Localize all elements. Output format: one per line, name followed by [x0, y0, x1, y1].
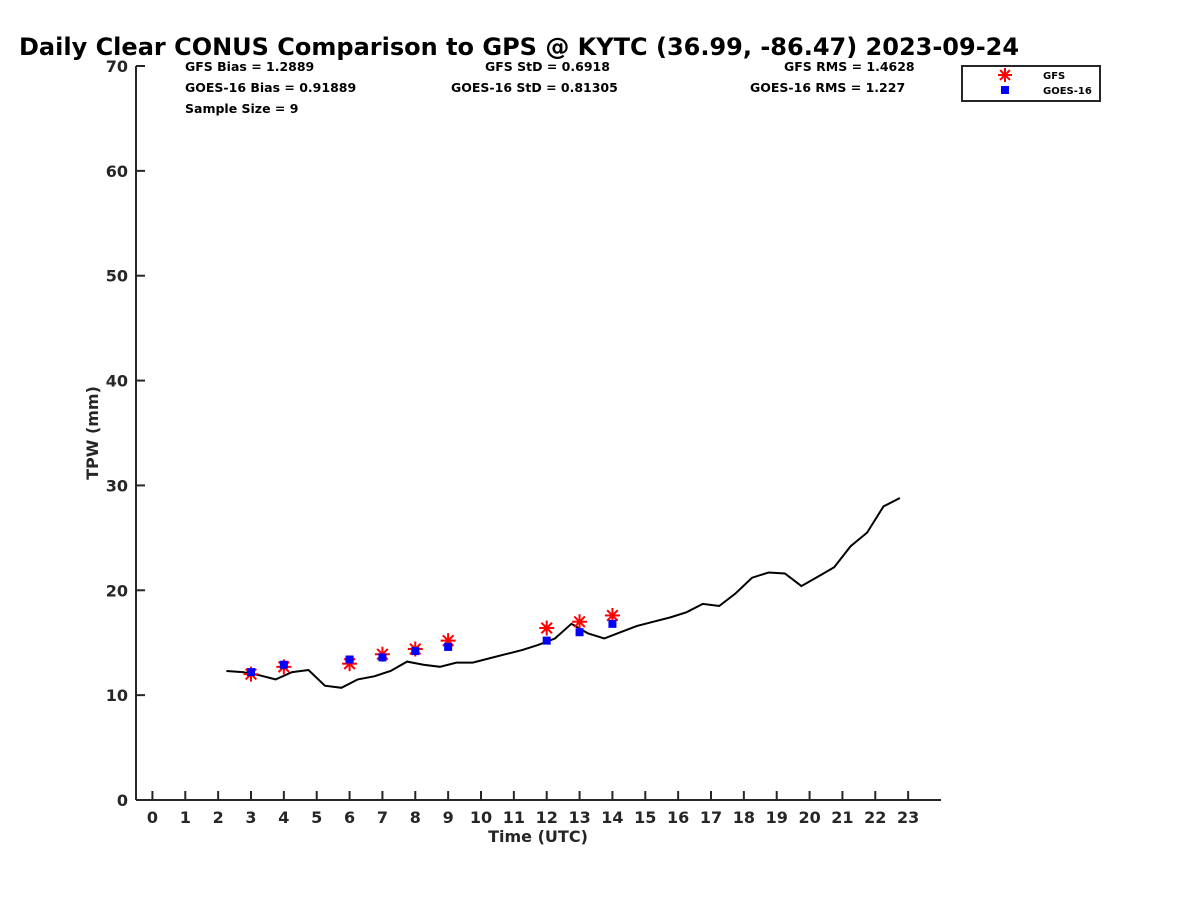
goes16-point [279, 660, 288, 669]
y-tick-label: 40 [106, 372, 128, 391]
stat-gfs-rms: GFS RMS = 1.4628 [784, 59, 915, 74]
x-tick-label: 20 [798, 808, 820, 827]
x-tick-label: 5 [311, 808, 322, 827]
x-tick-label: 10 [470, 808, 492, 827]
x-tick-label: 21 [831, 808, 853, 827]
series-line-gps [226, 497, 901, 689]
legend-goes16-marker [1001, 86, 1009, 94]
goes16-point [608, 619, 617, 628]
x-tick-label: 9 [443, 808, 454, 827]
x-tick-label: 0 [147, 808, 158, 827]
goes16-point [345, 655, 354, 664]
stat-goes-rms: GOES-16 RMS = 1.227 [750, 80, 905, 95]
goes16-point [247, 668, 255, 677]
legend-goes16-label: GOES-16 [1043, 86, 1092, 97]
y-tick-label: 30 [106, 476, 128, 495]
goes16-point [444, 642, 453, 651]
chart-title: Daily Clear CONUS Comparison to GPS @ KY… [19, 33, 1019, 61]
x-tick-label: 4 [278, 808, 289, 827]
legend-gfs-marker [998, 68, 1012, 82]
x-tick-label: 12 [536, 808, 558, 827]
x-tick-label: 8 [410, 808, 421, 827]
y-tick-label: 20 [106, 581, 128, 600]
legend-gfs-label: GFS [1043, 71, 1065, 82]
x-tick-label: 19 [766, 808, 788, 827]
stat-goes-bias: GOES-16 Bias = 0.91889 [185, 80, 356, 95]
legend: GFS GOES-16 [961, 65, 1101, 102]
stat-gfs-std: GFS StD = 0.6918 [485, 59, 610, 74]
y-tick-label: 60 [106, 162, 128, 181]
y-tick-label: 50 [106, 267, 128, 286]
x-tick-label: 13 [568, 808, 590, 827]
x-tick-label: 16 [667, 808, 689, 827]
x-tick-label: 2 [213, 808, 224, 827]
gfs-point [539, 620, 555, 636]
y-axis-label: TPW (mm) [83, 386, 102, 480]
x-tick-label: 15 [634, 808, 656, 827]
x-tick-label: 7 [377, 808, 388, 827]
x-axis-label: Time (UTC) [488, 827, 588, 846]
x-tick-label: 23 [897, 808, 919, 827]
gfs-point [572, 614, 588, 630]
goes16-point [575, 628, 584, 637]
stat-gfs-bias: GFS Bias = 1.2889 [185, 59, 314, 74]
x-tick-label: 3 [245, 808, 256, 827]
stat-goes-std: GOES-16 StD = 0.81305 [451, 80, 618, 95]
legend-box [961, 65, 1101, 102]
y-tick-label: 10 [106, 686, 128, 705]
x-tick-label: 18 [733, 808, 755, 827]
x-tick-label: 22 [864, 808, 886, 827]
goes16-point [542, 636, 551, 645]
plot-area [226, 497, 901, 689]
x-tick-label: 17 [700, 808, 722, 827]
stat-sample-size: Sample Size = 9 [185, 101, 298, 116]
y-tick-label: 70 [106, 57, 128, 76]
x-tick-label: 11 [503, 808, 525, 827]
x-tick-label: 14 [601, 808, 623, 827]
axes: 0 1 2 3 4 5 6 7 8 9 10 11 12 13 14 15 16 17 18 19 20 21 22 2301… [106, 57, 941, 827]
stats-panel: GFS Bias = 1.2889 GOES-16 Bias = 0.91889… [185, 59, 915, 116]
goes16-point [378, 653, 387, 662]
goes16-point [411, 647, 420, 656]
x-tick-label: 6 [344, 808, 355, 827]
y-tick-label: 0 [117, 791, 128, 810]
x-tick-label: 1 [180, 808, 191, 827]
